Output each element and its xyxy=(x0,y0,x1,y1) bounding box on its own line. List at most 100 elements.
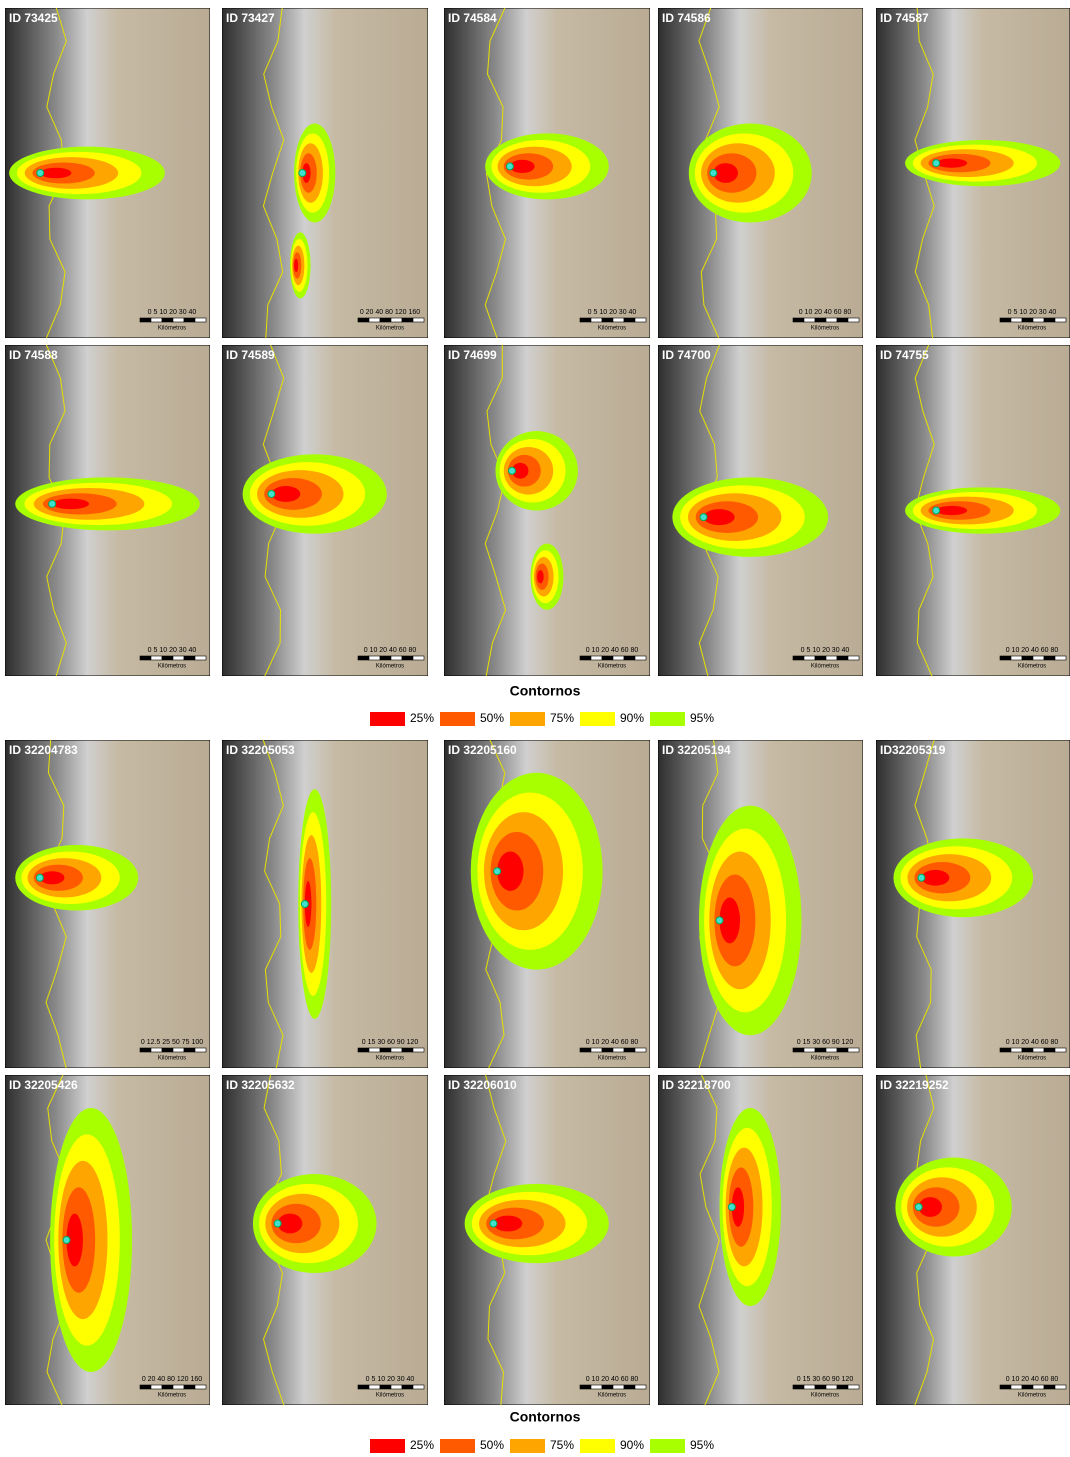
legend-swatch xyxy=(510,1439,545,1453)
scale-unit: Kilómetros xyxy=(598,664,626,670)
location-marker xyxy=(508,467,515,474)
map-panel: ID 74588 0 5 10 20 30 40 Kilómetros xyxy=(5,345,210,676)
contour xyxy=(704,509,735,525)
scale-unit: Kilómetros xyxy=(811,1393,839,1399)
legend-swatch xyxy=(440,712,475,726)
scale-bar xyxy=(815,656,826,660)
scale-unit: Kilómetros xyxy=(598,1393,626,1399)
scale-bar xyxy=(815,1048,826,1052)
scale-bar xyxy=(173,1385,184,1389)
map-panel: ID 322051600 10 20 40 60 80Kilómetros xyxy=(444,740,650,1068)
scale-bar xyxy=(380,1048,391,1052)
scale-bar xyxy=(184,1385,195,1389)
scale-bar xyxy=(826,1385,837,1389)
scale-unit: Kilómetros xyxy=(1018,326,1046,332)
scale-bar xyxy=(826,656,837,660)
panel-id: ID 32219252 xyxy=(880,1078,949,1092)
scale-bar xyxy=(837,1385,848,1389)
scale-bar xyxy=(1055,1385,1066,1389)
scale-labels: 0 15 30 60 90 120 xyxy=(797,1039,854,1046)
scale-bar xyxy=(380,1385,391,1389)
scale-bar xyxy=(1000,318,1011,322)
map-panel: ID 734250 5 10 20 30 40Kilómetros xyxy=(5,8,210,338)
scale-bar xyxy=(173,1048,184,1052)
scale-bar xyxy=(151,1385,162,1389)
scale-labels: 0 10 20 40 60 80 xyxy=(586,647,639,654)
scale-bar xyxy=(1044,1385,1055,1389)
scale-bar xyxy=(1000,1385,1011,1389)
scale-bar xyxy=(793,656,804,660)
scale-labels: 0 10 20 40 60 80 xyxy=(364,647,417,654)
panel-id: ID 74588 xyxy=(9,348,58,362)
scale-bar xyxy=(591,1385,602,1389)
scale-bar xyxy=(848,1385,859,1389)
map-panel: ID322053190 10 20 40 60 80Kilómetros xyxy=(876,740,1070,1068)
scale-unit: Kilómetros xyxy=(376,326,404,332)
scale-bar xyxy=(184,656,195,660)
scale-labels: 0 5 10 20 30 40 xyxy=(148,647,197,654)
scale-bar xyxy=(635,318,646,322)
contour xyxy=(40,168,71,179)
scale-bar xyxy=(837,318,848,322)
location-marker xyxy=(915,1204,922,1211)
scale-labels: 0 10 20 40 60 80 xyxy=(1006,1039,1059,1046)
scale-bar xyxy=(140,318,151,322)
map-panel: ID 322192520 10 20 40 60 80Kilómetros xyxy=(876,1075,1070,1405)
scale-bar xyxy=(162,1385,173,1389)
location-marker xyxy=(36,874,43,881)
location-marker xyxy=(728,1204,735,1211)
scale-bar xyxy=(624,656,635,660)
scale-bar xyxy=(624,318,635,322)
scale-bar xyxy=(1044,318,1055,322)
location-marker xyxy=(710,170,717,177)
scale-bar xyxy=(140,656,151,660)
scale-bar xyxy=(1011,1048,1022,1052)
scale-bar xyxy=(804,318,815,322)
legend-swatch xyxy=(440,1439,475,1453)
scale-unit: Kilómetros xyxy=(158,664,186,670)
scale-bar xyxy=(793,1385,804,1389)
location-marker xyxy=(63,1237,70,1244)
contour xyxy=(921,870,949,886)
location-marker xyxy=(700,514,707,521)
scale-bar xyxy=(369,656,380,660)
scale-bar xyxy=(1033,656,1044,660)
scale-bar xyxy=(602,1048,613,1052)
scale-bar xyxy=(1022,656,1033,660)
scale-labels: 0 12.5 25 50 75 100 xyxy=(141,1039,203,1046)
scale-bar xyxy=(580,656,591,660)
scale-bar xyxy=(804,656,815,660)
location-marker xyxy=(918,874,925,881)
panel-id: ID 32205426 xyxy=(9,1078,78,1092)
scale-bar xyxy=(815,1385,826,1389)
contour xyxy=(52,499,89,510)
panel-id: ID 74584 xyxy=(448,11,497,25)
legend-title: Contornos xyxy=(510,1409,581,1425)
scale-bar xyxy=(1011,1385,1022,1389)
scale-labels: 0 15 30 60 90 120 xyxy=(362,1039,419,1046)
scale-unit: Kilómetros xyxy=(158,1056,186,1062)
scale-unit: Kilómetros xyxy=(1018,1056,1046,1062)
scale-bar xyxy=(837,656,848,660)
scale-labels: 0 10 20 40 60 80 xyxy=(586,1376,639,1383)
legend-swatch xyxy=(650,1439,685,1453)
scale-bar xyxy=(402,1048,413,1052)
scale-labels: 0 10 20 40 60 80 xyxy=(1006,647,1059,654)
contour xyxy=(537,570,544,583)
scale-unit: Kilómetros xyxy=(811,326,839,332)
scale-bar xyxy=(804,1385,815,1389)
contour xyxy=(936,506,967,515)
scale-bar xyxy=(184,318,195,322)
scale-bar xyxy=(391,656,402,660)
scale-labels: 0 20 40 80 120 160 xyxy=(142,1376,202,1383)
scale-unit: Kilómetros xyxy=(811,1056,839,1062)
scale-bar xyxy=(151,656,162,660)
panel-id: ID 32205194 xyxy=(662,743,731,757)
scale-bar xyxy=(815,318,826,322)
map-panel: ID 745890 10 20 40 60 80Kilómetros xyxy=(222,345,428,676)
